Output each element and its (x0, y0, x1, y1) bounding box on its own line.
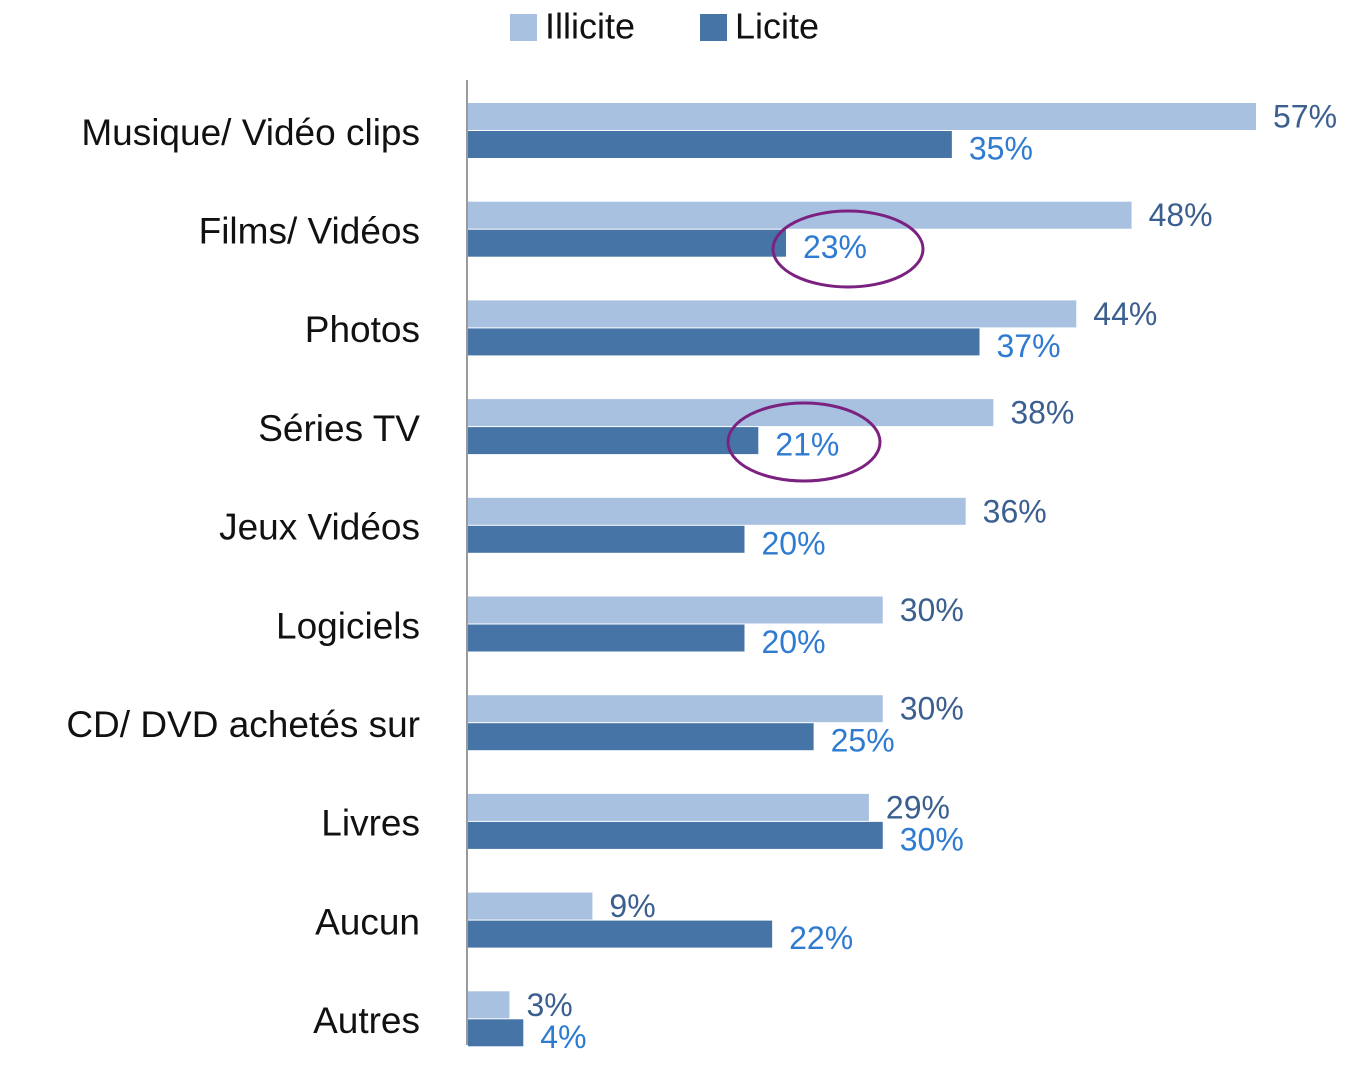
legend-label: Illicite (545, 6, 635, 47)
value-label: 48% (1149, 197, 1213, 233)
value-label: 25% (831, 723, 895, 759)
bar (468, 427, 759, 455)
value-label: 21% (775, 427, 839, 463)
value-label: 20% (761, 624, 825, 660)
category-label: Livres (321, 803, 420, 844)
bar (468, 892, 593, 920)
bar (468, 201, 1132, 229)
value-label: 57% (1273, 98, 1337, 134)
value-label: 44% (1093, 296, 1157, 332)
value-label: 30% (900, 691, 964, 727)
bar (468, 624, 745, 652)
category-label: Séries TV (258, 408, 420, 449)
highlight-circle (771, 209, 925, 289)
bar (468, 821, 883, 849)
value-label: 30% (900, 592, 964, 628)
category-label: Photos (305, 309, 420, 350)
value-label: 37% (997, 328, 1061, 364)
value-label: 29% (886, 789, 950, 825)
category-label: Jeux Vidéos (219, 507, 420, 548)
category-label: Logiciels (276, 605, 420, 646)
category-label: Autres (313, 1000, 420, 1041)
bar (468, 229, 786, 257)
bar (468, 300, 1077, 328)
bar (468, 793, 869, 821)
bar (468, 131, 952, 158)
legend-swatch (510, 14, 537, 41)
bar (468, 596, 883, 624)
legend-label: Licite (735, 6, 819, 47)
value-label: 23% (803, 229, 867, 265)
bar (468, 328, 980, 356)
value-label: 22% (789, 920, 853, 956)
category-label: Films/ Vidéos (199, 210, 420, 251)
legend-swatch (700, 14, 727, 41)
value-label: 30% (900, 821, 964, 857)
category-label: CD/ DVD achetés sur (66, 704, 420, 745)
bar (468, 399, 994, 427)
value-label: 20% (761, 525, 825, 561)
category-label: Musique/ Vidéo clips (81, 112, 420, 153)
value-label: 36% (983, 493, 1047, 529)
value-label: 9% (609, 888, 655, 924)
value-label: 4% (540, 1019, 586, 1055)
value-label: 35% (969, 130, 1033, 166)
bar (468, 920, 773, 948)
bar (468, 497, 966, 525)
category-label: Aucun (315, 901, 420, 942)
highlight-circle (726, 401, 882, 483)
bar (468, 103, 1256, 130)
value-label: 3% (526, 987, 572, 1023)
bar (468, 525, 745, 553)
bar (468, 991, 510, 1019)
bar (468, 723, 814, 751)
marks: Illicite Licite Musique/ Vidéo clips 57% 35%… (66, 6, 1337, 1055)
bar (468, 1019, 524, 1047)
value-label: 38% (1010, 395, 1074, 431)
bar (468, 695, 883, 723)
